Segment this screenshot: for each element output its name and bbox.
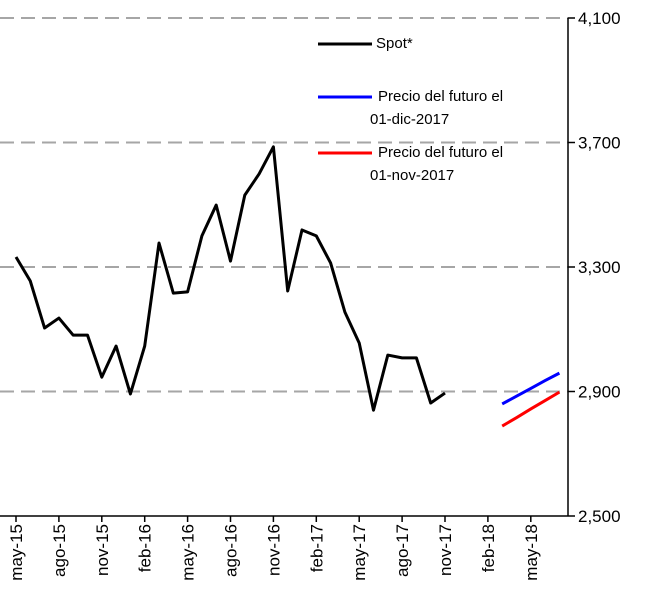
x-tick-label: feb-16 (136, 524, 155, 572)
x-tick-label: may-18 (522, 524, 541, 581)
x-tick-label: ago-15 (50, 524, 69, 577)
series-line (14, 145, 446, 412)
y-tick-label: 3,300 (578, 258, 621, 277)
x-tick-label: nov-16 (264, 524, 283, 576)
x-tick-label: feb-17 (307, 524, 326, 572)
x-tick-label: ago-16 (222, 524, 241, 577)
y-tick-label: 4,100 (578, 9, 621, 28)
y-tick-label: 2,500 (578, 507, 621, 526)
x-tick-label: nov-17 (436, 524, 455, 576)
x-tick-label: may-15 (7, 524, 26, 581)
legend-label: Precio del futuro el 01-dic-2017 (370, 88, 503, 128)
x-tick-label: ago-17 (393, 524, 412, 577)
series-line (501, 371, 561, 406)
x-tick-label: nov-15 (93, 524, 112, 576)
y-tick-label: 2,900 (578, 383, 621, 402)
legend-label: Precio del futuro el 01-nov-2017 (370, 144, 503, 184)
x-tick-label: may-17 (350, 524, 369, 581)
legend-label: Spot* (376, 35, 413, 52)
x-tick-label: may-16 (179, 524, 198, 581)
series-line (501, 390, 561, 428)
x-tick-label: feb-18 (479, 524, 498, 572)
y-tick-label: 3,700 (578, 134, 621, 153)
